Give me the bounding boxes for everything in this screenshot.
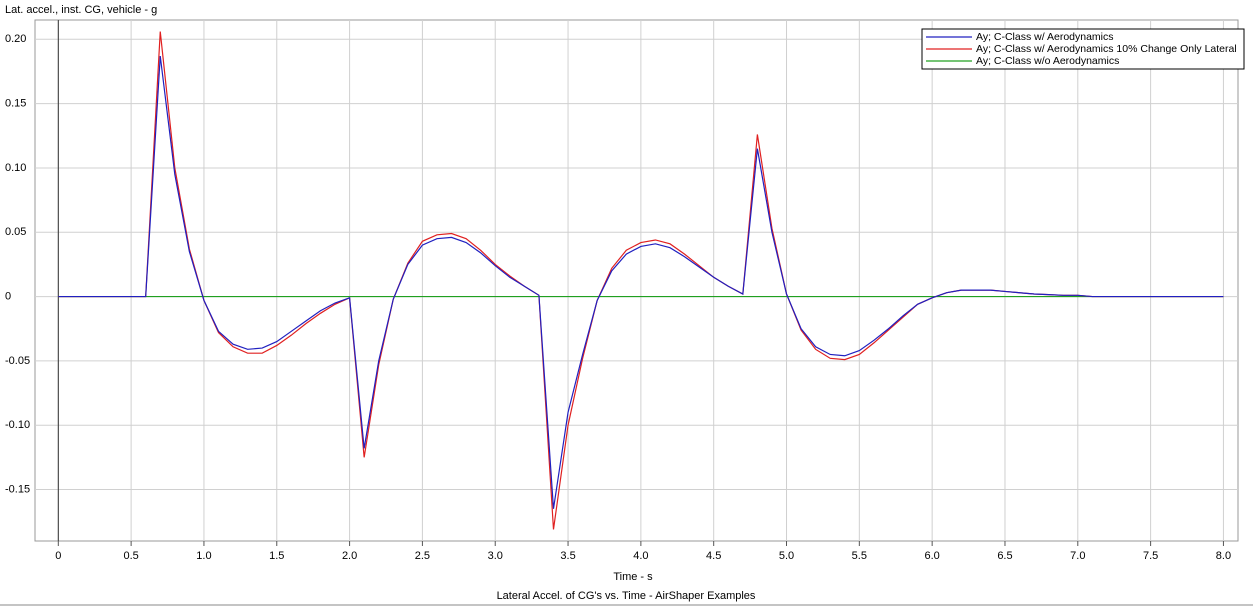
- chart-title: Lateral Accel. of CG's vs. Time - AirSha…: [497, 590, 756, 602]
- y-tick-label: 0.10: [5, 162, 26, 174]
- x-tick-label: 0: [55, 550, 61, 562]
- x-tick-label: 0.5: [123, 550, 138, 562]
- x-tick-label: 7.5: [1143, 550, 1158, 562]
- x-axis-label: Time - s: [613, 571, 653, 583]
- legend-label: Ay; C-Class w/ Aerodynamics: [976, 31, 1114, 43]
- y-tick-label: -0.05: [5, 355, 30, 367]
- legend-label: Ay; C-Class w/ Aerodynamics 10% Change O…: [976, 43, 1237, 55]
- y-tick-label: -0.10: [5, 419, 30, 431]
- y-tick-label: 0.15: [5, 98, 26, 110]
- y-tick-label: -0.15: [5, 483, 30, 495]
- plot-area: [34, 19, 1239, 542]
- x-tick-label: 5.5: [852, 550, 867, 562]
- y-tick-label: 0.20: [5, 33, 26, 45]
- legend-label: Ay; C-Class w/o Aerodynamics: [976, 55, 1119, 67]
- y-tick-label: 0: [5, 290, 11, 302]
- x-tick-label: 4.0: [633, 550, 648, 562]
- series-line: [58, 55, 1224, 509]
- x-tick-label: 1.0: [196, 550, 211, 562]
- x-tick-label: 8.0: [1216, 550, 1231, 562]
- y-tick-label: 0.05: [5, 226, 26, 238]
- x-tick-label: 3.0: [488, 550, 503, 562]
- x-tick-label: 4.5: [706, 550, 721, 562]
- x-tick-label: 2.0: [342, 550, 357, 562]
- x-tick-label: 1.5: [269, 550, 284, 562]
- x-tick-label: 6.5: [997, 550, 1012, 562]
- x-tick-label: 7.0: [1070, 550, 1085, 562]
- legend-box: [921, 28, 1245, 70]
- y-axis-label: Lat. accel., inst. CG, vehicle - g: [5, 4, 157, 16]
- x-tick-label: 5.0: [779, 550, 794, 562]
- x-tick-label: 2.5: [415, 550, 430, 562]
- x-tick-label: 6.0: [925, 550, 940, 562]
- x-tick-label: 3.5: [560, 550, 575, 562]
